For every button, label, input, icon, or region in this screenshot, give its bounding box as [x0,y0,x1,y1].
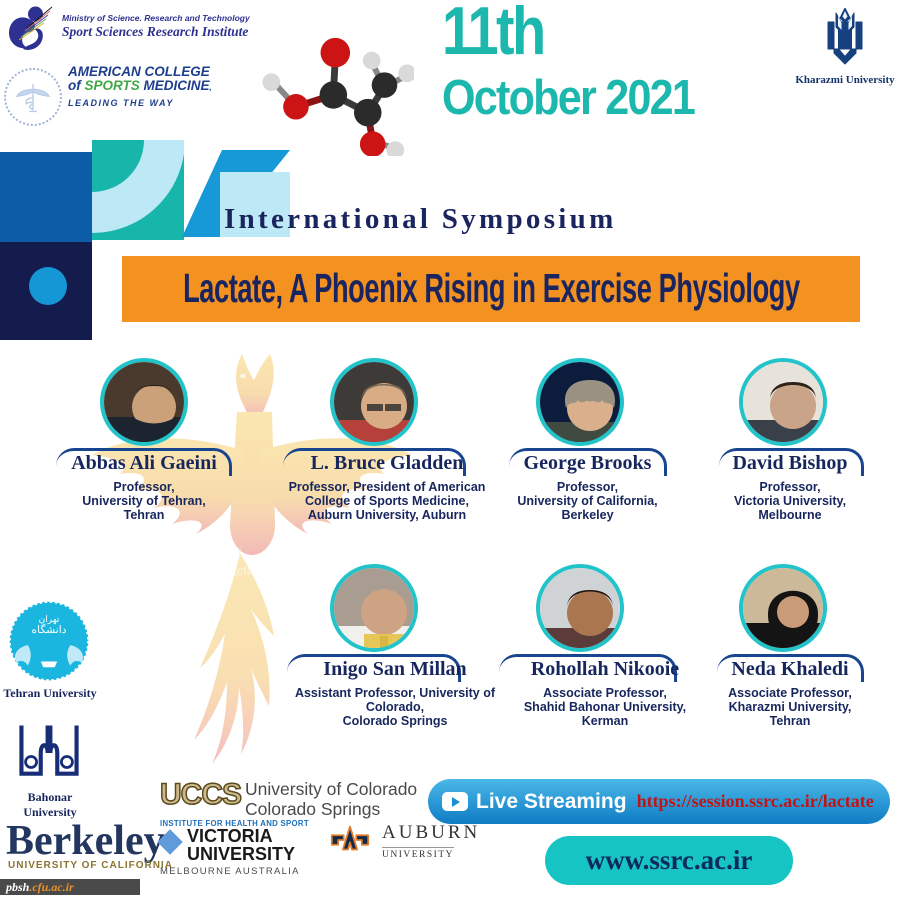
svg-text:دانشگاه: دانشگاه [32,623,67,636]
svg-text:Lactate: Lactate [221,560,265,581]
svg-text:تهران: تهران [39,614,60,625]
